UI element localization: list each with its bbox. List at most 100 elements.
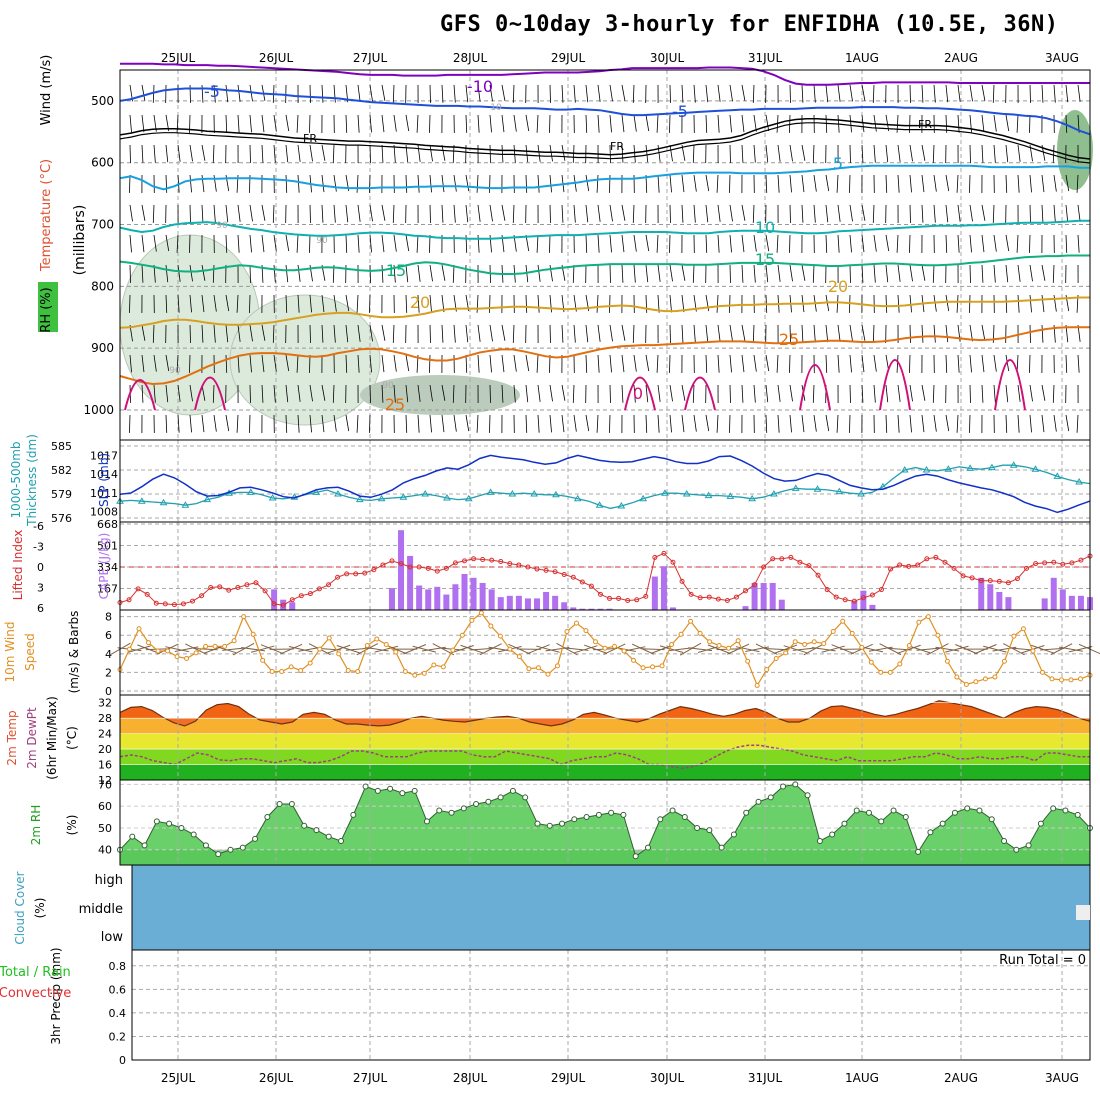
lifted-index-marker (262, 588, 268, 594)
wind-speed-marker (992, 674, 998, 680)
rh-marker (964, 805, 971, 812)
rh-marker (153, 818, 160, 825)
rh-marker (202, 842, 209, 849)
wind-speed-marker (231, 638, 237, 644)
wind-barb (801, 264, 806, 281)
rh-marker (522, 794, 529, 801)
wind-barb-10m (127, 645, 151, 653)
wind-barb (777, 264, 781, 282)
rh90-contour (994, 359, 1026, 411)
wind-barb (897, 294, 900, 313)
wind-barb (381, 324, 386, 341)
precip-tick-label: 0 (119, 1054, 126, 1067)
cape-bar (561, 602, 568, 610)
wind-barb (225, 414, 230, 432)
isotherm-label: 0 (633, 384, 643, 403)
wind-speed-marker (944, 658, 950, 664)
wind-barb (741, 84, 746, 101)
cape-bar (742, 606, 749, 610)
lifted-index-marker (180, 601, 186, 607)
wind-barb (873, 234, 877, 252)
lifted-index-marker (353, 571, 359, 577)
wind-barb (152, 324, 155, 343)
wind-barb (896, 114, 899, 133)
thickness-marker (1053, 472, 1062, 479)
lifted-index-marker (1042, 560, 1048, 566)
wind-barb (969, 324, 973, 342)
wind-barb (897, 414, 900, 433)
temp-tick-label: 16 (98, 759, 112, 772)
wind-barb-10m (288, 645, 313, 653)
wind-speed-marker (193, 650, 199, 656)
wind-barb (536, 114, 539, 133)
wind-barb (429, 234, 431, 253)
wind-barb (897, 384, 901, 402)
wind-barb (861, 84, 866, 101)
wind-barb (861, 234, 865, 253)
thickness-marker (1075, 478, 1083, 485)
lifted-index-marker (761, 564, 767, 570)
rh-marker (571, 816, 578, 823)
thickness-marker (421, 490, 430, 497)
lifted-index-marker (679, 578, 685, 584)
wind-barb (849, 144, 851, 163)
rh-marker (534, 820, 541, 827)
wind-barb (369, 114, 372, 133)
lifted-index-marker (335, 574, 341, 580)
wind-barb-10m (574, 645, 598, 654)
wind-barb (885, 264, 889, 283)
li-tick-label: -6 (33, 520, 44, 533)
wind-barb (909, 234, 911, 253)
run-total-label: Run Total = 0 (999, 953, 1086, 968)
wind-barb (609, 354, 612, 373)
wind-speed-marker (669, 642, 675, 648)
wind-barb (789, 414, 792, 433)
wind-barb (381, 264, 384, 283)
isotherm-line (120, 62, 1090, 86)
wind-barb (429, 84, 431, 103)
thickness-axis-label-2: Thickness (dm) (25, 434, 39, 527)
rh-axis-unit: (%) (65, 815, 79, 836)
wind-barb (333, 324, 336, 343)
lifted-index-marker (307, 591, 313, 597)
wind-barb (501, 354, 505, 373)
rh-marker (767, 794, 774, 801)
thickness-marker (312, 488, 321, 495)
wind-barb (129, 414, 131, 433)
cape-bar (416, 585, 423, 610)
wind-barb (369, 294, 371, 313)
temperature-axis-label: Temperature (°C) (39, 159, 54, 272)
wind-barb (512, 324, 515, 343)
lifted-index-marker (579, 579, 585, 585)
wind-barb-10m (364, 646, 389, 652)
wind-barb (537, 294, 540, 313)
wind-barb (549, 384, 553, 402)
wind-barb (345, 114, 348, 133)
wind-barb (1005, 144, 1009, 163)
thickness-marker (617, 502, 626, 509)
wind-barb (969, 414, 971, 433)
wind-barb (705, 234, 708, 253)
wind-barb (405, 174, 408, 193)
wind-barb (453, 414, 457, 432)
wind-barb (225, 324, 229, 343)
wind-barb (465, 84, 469, 103)
wind-barb (921, 84, 924, 103)
rh-marker (1050, 805, 1057, 812)
wind-barb (465, 174, 470, 192)
lifted-index-marker (906, 563, 912, 569)
wind-barb (813, 414, 817, 432)
lifted-index-marker (969, 575, 975, 581)
wind-barb (969, 354, 972, 373)
cape-bar (488, 589, 495, 610)
lifted-index-marker (697, 595, 703, 601)
wind-barb (777, 384, 781, 402)
wind-barb (1016, 234, 1019, 253)
wind-barb (873, 354, 877, 372)
rh-marker (718, 844, 725, 851)
wind-barb (981, 384, 984, 403)
wind-barb (392, 324, 395, 343)
wind-barb (489, 114, 492, 133)
cloud-level-label: high (95, 873, 123, 888)
date-label-bottom: 30JUL (650, 1071, 685, 1085)
